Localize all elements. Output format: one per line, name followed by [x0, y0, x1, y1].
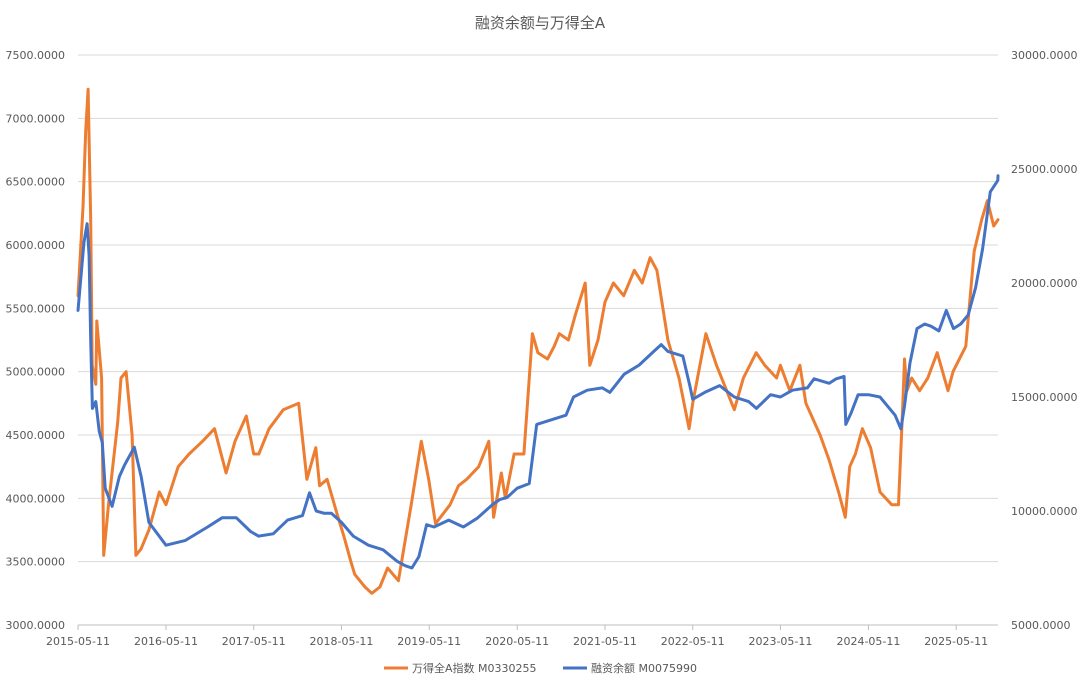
y2-tick-label: 5000.0000: [1011, 619, 1071, 632]
y-tick-label: 3500.0000: [6, 556, 66, 569]
gridlines: [78, 54, 998, 626]
y-tick-label: 7000.0000: [6, 112, 66, 125]
y2-tick-label: 25000.0000: [1011, 163, 1077, 176]
x-tick-label: 2025-05-11: [924, 635, 988, 648]
series-line-1: [76, 87, 1000, 595]
y2-tick-label: 30000.0000: [1011, 49, 1077, 62]
x-tick-label: 2021-05-11: [573, 635, 637, 648]
y-tick-label: 7500.0000: [6, 49, 66, 62]
x-tick-label: 2019-05-11: [397, 635, 461, 648]
y2-tick-label: 10000.0000: [1011, 505, 1077, 518]
y2-tick-label: 15000.0000: [1011, 391, 1077, 404]
y-axis-right: 5000.0000 10000.0000 15000.0000 20000.0000 2…: [1011, 49, 1077, 632]
x-tick-label: 2016-05-11: [134, 635, 198, 648]
y-tick-label: 4500.0000: [6, 429, 66, 442]
y2-tick-label: 20000.0000: [1011, 277, 1077, 290]
y-tick-label: 4000.0000: [6, 492, 66, 505]
y-tick-label: 5000.0000: [6, 366, 66, 379]
x-tick-label: 2015-05-11: [46, 635, 110, 648]
series-line-2: [76, 174, 1000, 570]
legend: 万得全A指数 M0330255 融资余额 M0075990: [384, 661, 697, 675]
x-tick-label: 2023-05-11: [748, 635, 812, 648]
y-tick-label: 3000.0000: [6, 619, 66, 632]
y-tick-label: 6000.0000: [6, 239, 66, 252]
x-axis: 2015-05-11 2016-05-11 2017-05-11 2018-05-11…: [46, 625, 988, 648]
y-tick-label: 5500.0000: [6, 302, 66, 315]
x-tick-label: 2020-05-11: [485, 635, 549, 648]
chart-title: 融资余额与万得全A: [475, 14, 606, 32]
series-lines: [76, 87, 1000, 595]
x-tick-label: 2022-05-11: [661, 635, 725, 648]
y-axis-left: 3000.0000 3500.0000 4000.0000 4500.0000 5000…: [6, 49, 66, 632]
legend-label: 万得全A指数 M0330255: [412, 661, 537, 675]
x-tick-label: 2017-05-11: [222, 635, 286, 648]
legend-label: 融资余额 M0075990: [591, 661, 697, 675]
x-tick-label: 2018-05-11: [310, 635, 374, 648]
y-tick-label: 6500.0000: [6, 176, 66, 189]
x-tick-label: 2024-05-11: [836, 635, 900, 648]
